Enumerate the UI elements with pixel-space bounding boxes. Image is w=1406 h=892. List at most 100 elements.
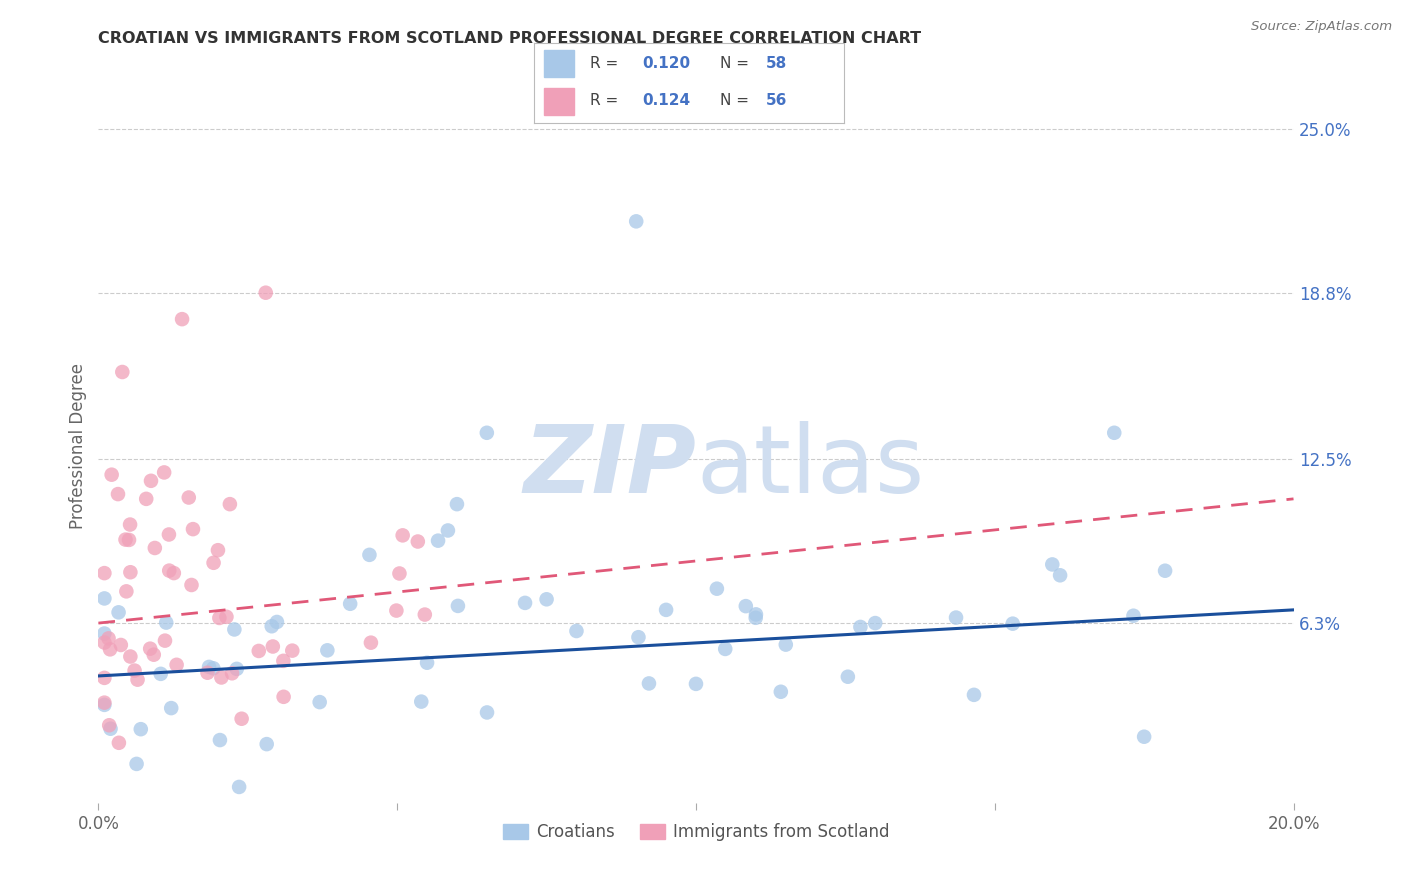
Point xyxy=(135,491,157,506)
Point xyxy=(1001,616,1024,631)
Point xyxy=(120,566,142,580)
Text: R =: R = xyxy=(591,56,623,71)
Point xyxy=(391,528,413,542)
Text: 58: 58 xyxy=(766,56,787,71)
Point xyxy=(93,698,115,712)
Point xyxy=(160,701,183,715)
Text: atlas: atlas xyxy=(696,421,924,514)
Point xyxy=(626,214,648,228)
Point xyxy=(180,578,202,592)
Point xyxy=(153,633,176,648)
Point xyxy=(120,517,142,532)
Point xyxy=(98,718,121,732)
Point xyxy=(93,566,115,581)
Point xyxy=(107,605,129,619)
Point xyxy=(706,582,728,596)
Point xyxy=(108,736,131,750)
Point xyxy=(209,671,232,685)
Point xyxy=(110,638,132,652)
Point xyxy=(149,666,172,681)
Point xyxy=(129,722,152,736)
Point xyxy=(627,630,650,644)
Point xyxy=(281,643,304,657)
Point xyxy=(157,564,180,578)
Point xyxy=(256,737,278,751)
Point xyxy=(1040,558,1063,572)
Point xyxy=(198,660,221,674)
Point xyxy=(437,524,460,538)
Point xyxy=(93,671,115,685)
Point xyxy=(100,467,122,482)
Point xyxy=(125,756,148,771)
Point xyxy=(207,543,229,558)
Point xyxy=(273,654,295,668)
Point xyxy=(963,688,986,702)
Point xyxy=(413,607,436,622)
Point xyxy=(638,676,661,690)
Point xyxy=(360,635,382,649)
Point xyxy=(254,285,277,300)
Point xyxy=(120,649,142,664)
Point xyxy=(177,491,200,505)
Point xyxy=(197,665,219,680)
Point xyxy=(127,673,149,687)
Point xyxy=(100,722,122,736)
Text: R =: R = xyxy=(591,93,623,108)
Y-axis label: Professional Degree: Professional Degree xyxy=(69,363,87,529)
Point xyxy=(219,497,242,511)
Point xyxy=(316,643,339,657)
Point xyxy=(1049,568,1071,582)
Point xyxy=(118,533,141,547)
Point xyxy=(260,619,283,633)
Point xyxy=(734,599,756,614)
Point xyxy=(124,664,146,678)
Point xyxy=(769,685,792,699)
Point xyxy=(163,566,186,580)
Point xyxy=(714,642,737,657)
Point xyxy=(247,644,270,658)
Point xyxy=(181,522,204,536)
Point xyxy=(262,640,284,654)
Point xyxy=(837,670,859,684)
Point xyxy=(865,616,887,631)
Text: 56: 56 xyxy=(766,93,787,108)
Point xyxy=(155,615,177,630)
Point xyxy=(93,696,115,710)
Point xyxy=(224,623,246,637)
Point xyxy=(111,365,134,379)
Point xyxy=(93,591,115,606)
Point xyxy=(93,626,115,640)
Point xyxy=(172,312,194,326)
Point xyxy=(202,556,225,570)
Point xyxy=(208,733,231,747)
Point xyxy=(446,497,468,511)
Point xyxy=(308,695,330,709)
Point xyxy=(388,566,411,581)
Point xyxy=(416,656,439,670)
Point xyxy=(208,611,231,625)
Point xyxy=(266,615,288,629)
Text: 0.124: 0.124 xyxy=(643,93,690,108)
Point xyxy=(97,632,120,646)
Point xyxy=(945,610,967,624)
Point xyxy=(93,635,115,649)
Point xyxy=(339,597,361,611)
Point xyxy=(202,661,225,675)
Point xyxy=(745,611,768,625)
Point xyxy=(107,487,129,501)
Point xyxy=(685,677,707,691)
Point xyxy=(157,527,180,541)
Point xyxy=(225,662,247,676)
Point xyxy=(221,666,243,681)
Point xyxy=(775,638,797,652)
Point xyxy=(411,695,433,709)
Point xyxy=(475,425,498,440)
Point xyxy=(1122,608,1144,623)
Point xyxy=(139,474,162,488)
Text: ZIP: ZIP xyxy=(523,421,696,514)
Point xyxy=(1133,730,1156,744)
Point xyxy=(115,584,138,599)
Point xyxy=(513,596,536,610)
Point xyxy=(153,466,176,480)
Point xyxy=(166,657,188,672)
